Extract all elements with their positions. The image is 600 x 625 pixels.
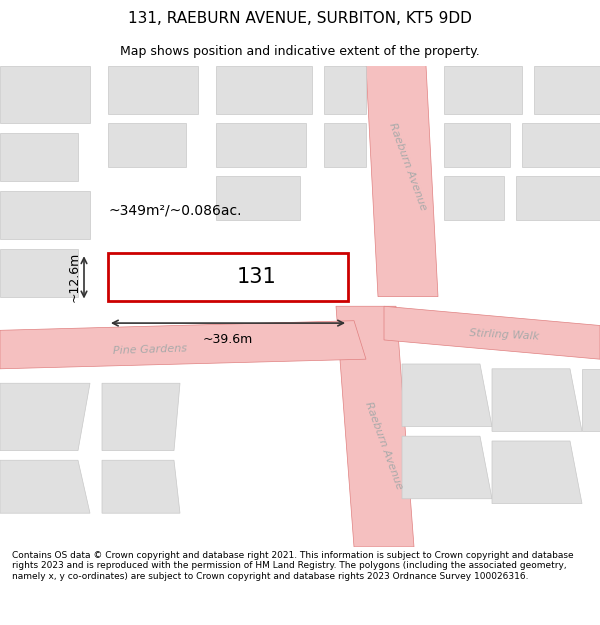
Polygon shape <box>516 176 600 219</box>
Text: Map shows position and indicative extent of the property.: Map shows position and indicative extent… <box>120 45 480 58</box>
Text: ~39.6m: ~39.6m <box>203 332 253 346</box>
Polygon shape <box>492 441 582 504</box>
Polygon shape <box>216 176 300 219</box>
Text: ~349m²/~0.086ac.: ~349m²/~0.086ac. <box>109 203 242 217</box>
Polygon shape <box>384 306 600 359</box>
Text: Raeburn Avenue: Raeburn Avenue <box>388 121 428 212</box>
Polygon shape <box>216 123 306 167</box>
Polygon shape <box>402 436 492 499</box>
Polygon shape <box>0 191 90 239</box>
Polygon shape <box>444 66 522 114</box>
Polygon shape <box>444 176 504 219</box>
Polygon shape <box>0 460 90 513</box>
Polygon shape <box>444 123 510 167</box>
Polygon shape <box>108 123 186 167</box>
Text: 131: 131 <box>237 268 277 288</box>
Polygon shape <box>522 123 600 167</box>
Text: Stirling Walk: Stirling Walk <box>469 328 539 342</box>
Text: Contains OS data © Crown copyright and database right 2021. This information is : Contains OS data © Crown copyright and d… <box>12 551 574 581</box>
Polygon shape <box>102 460 180 513</box>
Polygon shape <box>324 123 366 167</box>
Polygon shape <box>492 369 582 431</box>
Text: 131, RAEBURN AVENUE, SURBITON, KT5 9DD: 131, RAEBURN AVENUE, SURBITON, KT5 9DD <box>128 11 472 26</box>
Polygon shape <box>108 66 198 114</box>
Polygon shape <box>216 66 312 114</box>
Polygon shape <box>0 133 78 181</box>
Text: ~12.6m: ~12.6m <box>68 253 81 302</box>
Polygon shape <box>0 66 90 123</box>
Polygon shape <box>582 369 600 431</box>
Polygon shape <box>0 383 90 451</box>
Polygon shape <box>366 66 438 297</box>
Polygon shape <box>336 306 414 547</box>
Polygon shape <box>534 66 600 114</box>
Polygon shape <box>324 66 366 114</box>
Bar <box>108 253 348 301</box>
Polygon shape <box>0 249 78 297</box>
Polygon shape <box>0 321 366 369</box>
Polygon shape <box>102 383 180 451</box>
Text: Raeburn Avenue: Raeburn Avenue <box>364 401 404 491</box>
Polygon shape <box>402 364 492 426</box>
Text: Pine Gardens: Pine Gardens <box>113 343 187 356</box>
